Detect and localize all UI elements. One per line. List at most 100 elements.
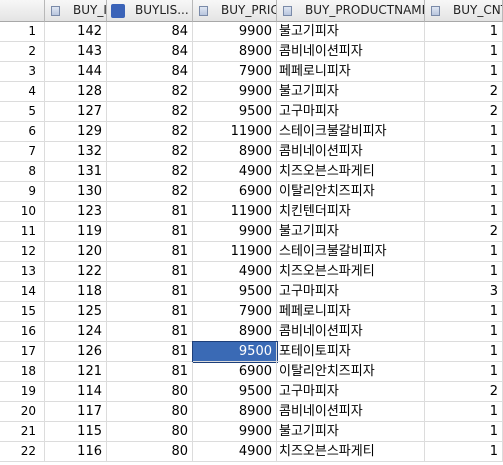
row-number[interactable]: 21 <box>0 422 45 442</box>
cell[interactable]: 페페로니피자 <box>277 62 425 82</box>
cell[interactable]: 80 <box>107 382 193 402</box>
cell[interactable]: 스테이크불갈비피자 <box>277 242 425 262</box>
cell[interactable]: 143 <box>45 42 107 62</box>
column-header[interactable]: BUY_ID <box>45 0 107 22</box>
cell[interactable]: 2 <box>425 382 503 402</box>
cell[interactable]: 1 <box>425 322 503 342</box>
cell[interactable]: 치킨텐더피자 <box>277 202 425 222</box>
cell[interactable]: 9500 <box>193 282 277 302</box>
cell[interactable]: 11900 <box>193 122 277 142</box>
cell[interactable]: 1 <box>425 42 503 62</box>
cell[interactable]: 80 <box>107 402 193 422</box>
cell[interactable]: 1 <box>425 122 503 142</box>
cell[interactable]: 불고기피자 <box>277 22 425 42</box>
cell[interactable]: 82 <box>107 122 193 142</box>
cell[interactable]: 1 <box>425 262 503 282</box>
cell[interactable]: 131 <box>45 162 107 182</box>
cell[interactable]: 7900 <box>193 302 277 322</box>
cell[interactable]: 1 <box>425 62 503 82</box>
cell[interactable]: 9900 <box>193 422 277 442</box>
cell[interactable]: 콤비네이션피자 <box>277 142 425 162</box>
cell[interactable]: 81 <box>107 342 193 362</box>
row-number[interactable]: 20 <box>0 402 45 422</box>
cell[interactable]: 9500 <box>192 341 278 363</box>
cell[interactable]: 122 <box>45 262 107 282</box>
row-number[interactable]: 18 <box>0 362 45 382</box>
cell[interactable]: 4900 <box>193 442 277 462</box>
row-number[interactable]: 14 <box>0 282 45 302</box>
cell[interactable]: 124 <box>45 322 107 342</box>
row-number[interactable]: 10 <box>0 202 45 222</box>
row-number[interactable]: 22 <box>0 442 45 462</box>
cell[interactable]: 115 <box>45 422 107 442</box>
cell[interactable]: 84 <box>107 42 193 62</box>
cell[interactable]: 117 <box>45 402 107 422</box>
cell[interactable]: 포테이토피자 <box>277 342 425 362</box>
cell[interactable]: 이탈리안치즈피자 <box>277 362 425 382</box>
cell[interactable]: 1 <box>425 242 503 262</box>
cell[interactable]: 4900 <box>193 162 277 182</box>
cell[interactable]: 82 <box>107 82 193 102</box>
cell[interactable]: 82 <box>107 182 193 202</box>
cell[interactable]: 9900 <box>193 222 277 242</box>
cell[interactable]: 불고기피자 <box>277 82 425 102</box>
cell[interactable]: 121 <box>45 362 107 382</box>
cell[interactable]: 130 <box>45 182 107 202</box>
row-number[interactable]: 7 <box>0 142 45 162</box>
cell[interactable]: 8900 <box>193 402 277 422</box>
cell[interactable]: 고구마피자 <box>277 382 425 402</box>
cell[interactable]: 치즈오븐스파게티 <box>277 162 425 182</box>
column-header[interactable]: BUYLIS... <box>107 0 193 22</box>
row-number[interactable]: 2 <box>0 42 45 62</box>
cell[interactable]: 8900 <box>193 142 277 162</box>
row-number[interactable]: 12 <box>0 242 45 262</box>
row-number[interactable]: 1 <box>0 22 45 42</box>
row-number[interactable]: 6 <box>0 122 45 142</box>
cell[interactable]: 8900 <box>193 42 277 62</box>
cell[interactable]: 116 <box>45 442 107 462</box>
cell[interactable]: 81 <box>107 282 193 302</box>
cell[interactable]: 1 <box>425 442 503 462</box>
cell[interactable]: 81 <box>107 222 193 242</box>
cell[interactable]: 82 <box>107 162 193 182</box>
cell[interactable]: 치즈오븐스파게티 <box>277 442 425 462</box>
cell[interactable]: 1 <box>425 142 503 162</box>
column-header[interactable]: BUY_PRODUCTNAME <box>277 0 425 22</box>
cell[interactable]: 118 <box>45 282 107 302</box>
cell[interactable]: 1 <box>425 362 503 382</box>
column-header[interactable]: BUY_PRICE <box>193 0 277 22</box>
row-number[interactable]: 19 <box>0 382 45 402</box>
cell[interactable]: 9500 <box>193 102 277 122</box>
cell[interactable]: 82 <box>107 102 193 122</box>
cell[interactable]: 114 <box>45 382 107 402</box>
cell[interactable]: 페페로니피자 <box>277 302 425 322</box>
row-number[interactable]: 4 <box>0 82 45 102</box>
row-number[interactable]: 16 <box>0 322 45 342</box>
cell[interactable]: 144 <box>45 62 107 82</box>
cell[interactable]: 불고기피자 <box>277 422 425 442</box>
cell[interactable]: 125 <box>45 302 107 322</box>
cell[interactable]: 1 <box>425 302 503 322</box>
cell[interactable]: 81 <box>107 262 193 282</box>
cell[interactable]: 콤비네이션피자 <box>277 402 425 422</box>
cell[interactable]: 7900 <box>193 62 277 82</box>
cell[interactable]: 1 <box>425 202 503 222</box>
cell[interactable]: 81 <box>107 302 193 322</box>
column-header[interactable]: BUY_CNT <box>425 0 503 22</box>
row-number[interactable]: 15 <box>0 302 45 322</box>
cell[interactable]: 81 <box>107 322 193 342</box>
cell[interactable]: 84 <box>107 22 193 42</box>
cell[interactable]: 132 <box>45 142 107 162</box>
cell[interactable]: 9500 <box>193 382 277 402</box>
cell[interactable]: 80 <box>107 442 193 462</box>
cell[interactable]: 11900 <box>193 202 277 222</box>
row-number[interactable]: 17 <box>0 342 45 362</box>
cell[interactable]: 고구마피자 <box>277 102 425 122</box>
cell[interactable]: 2 <box>425 102 503 122</box>
cell[interactable]: 84 <box>107 62 193 82</box>
row-number[interactable]: 8 <box>0 162 45 182</box>
cell[interactable]: 1 <box>425 162 503 182</box>
cell[interactable]: 1 <box>425 342 503 362</box>
row-number[interactable]: 3 <box>0 62 45 82</box>
cell[interactable]: 치즈오븐스파게티 <box>277 262 425 282</box>
